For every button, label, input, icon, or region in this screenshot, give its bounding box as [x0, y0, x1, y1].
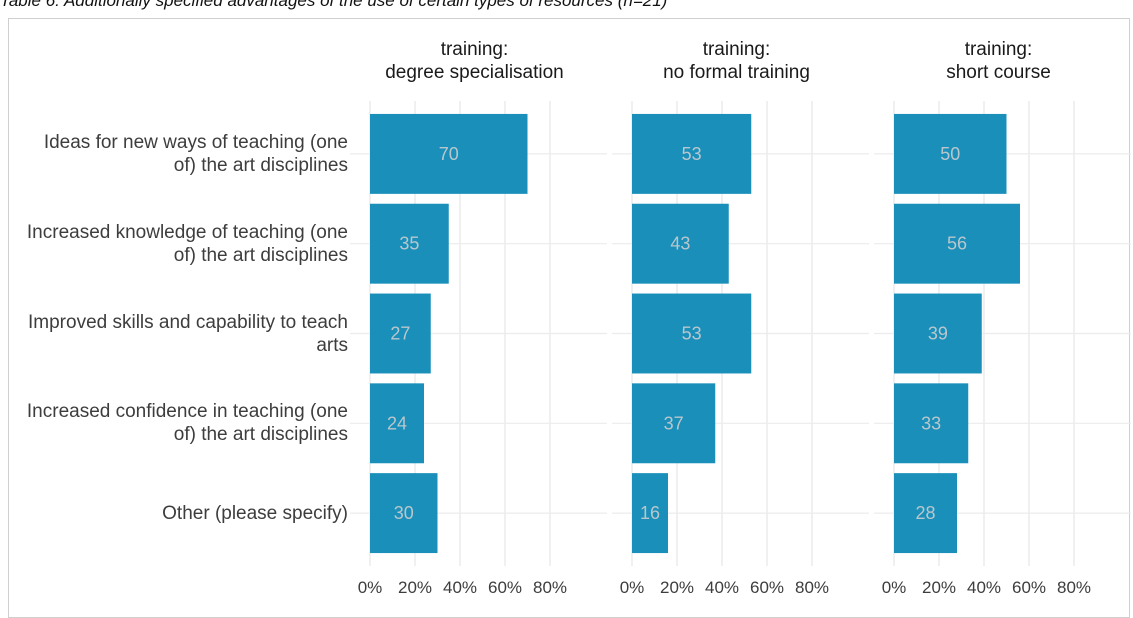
- bar: [894, 293, 982, 374]
- x-tick-label: 80%: [1056, 578, 1092, 597]
- bar: [632, 383, 716, 464]
- bar: [370, 383, 424, 464]
- facet-title: training: degree specialisation: [385, 39, 564, 83]
- value-label: 43: [670, 234, 690, 254]
- value-label: 16: [640, 503, 660, 523]
- value-label: 33: [921, 413, 941, 433]
- bar: [632, 203, 729, 284]
- bar: [370, 203, 449, 284]
- value-label: 56: [947, 234, 967, 254]
- bar: [894, 473, 957, 554]
- x-tick-label: 80%: [532, 578, 568, 597]
- value-label: 39: [928, 324, 948, 344]
- x-tick-label: 60%: [749, 578, 785, 597]
- value-label: 53: [682, 144, 702, 164]
- value-label: 70: [439, 144, 459, 164]
- x-tick-label: 20%: [921, 578, 957, 597]
- caption: Table 6: Additionally specified advantag…: [0, 0, 668, 10]
- category-label: Other (please specify): [162, 502, 348, 524]
- x-tick-label: 0%: [357, 578, 383, 597]
- facet-title: training: no formal training: [663, 39, 810, 83]
- bar: [370, 113, 528, 194]
- category-label: Ideas for new ways of teaching (one of) …: [43, 131, 348, 176]
- value-label: 53: [682, 324, 702, 344]
- x-tick-label: 60%: [487, 578, 523, 597]
- bar: [370, 473, 438, 554]
- bar: [894, 383, 969, 464]
- x-tick-label: 40%: [704, 578, 740, 597]
- value-label: 24: [387, 413, 407, 433]
- x-tick-label: 0%: [881, 578, 907, 597]
- bar: [632, 293, 752, 374]
- value-label: 27: [390, 324, 410, 344]
- bar: [632, 473, 668, 554]
- bar: [370, 293, 431, 374]
- x-tick-label: 40%: [966, 578, 1002, 597]
- bar: [894, 203, 1020, 284]
- x-tick-label: 60%: [1011, 578, 1047, 597]
- bar: [632, 113, 752, 194]
- value-label: 35: [399, 234, 419, 254]
- bar: [894, 113, 1007, 194]
- x-tick-label: 20%: [659, 578, 695, 597]
- value-label: 28: [915, 503, 935, 523]
- facet-title: training: short course: [946, 39, 1051, 83]
- x-tick-label: 0%: [619, 578, 645, 597]
- category-label: Increased knowledge of teaching (one of)…: [26, 221, 348, 266]
- value-label: 37: [664, 413, 684, 433]
- value-label: 50: [940, 144, 960, 164]
- x-tick-label: 80%: [794, 578, 830, 597]
- value-label: 30: [394, 503, 414, 523]
- x-tick-label: 40%: [442, 578, 478, 597]
- category-label: Increased confidence in teaching (one of…: [26, 401, 348, 446]
- category-label: Improved skills and capability to teach …: [28, 311, 348, 356]
- x-tick-label: 20%: [397, 578, 433, 597]
